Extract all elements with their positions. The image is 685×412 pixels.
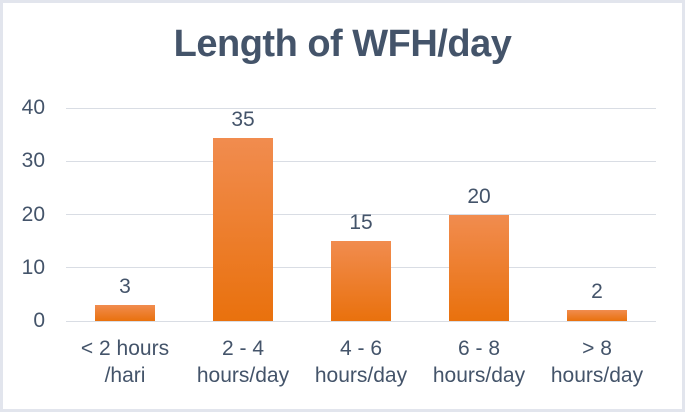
gridline (66, 107, 656, 109)
bar-series: 3 35 15 20 2 (66, 108, 656, 321)
gridline (66, 320, 656, 322)
bar-slot: 15 (302, 108, 420, 321)
y-tick-label: 30 (21, 149, 45, 173)
data-label: 35 (231, 108, 255, 131)
gridline (66, 214, 656, 215)
x-tick-label: 2 - 4 hours/day (196, 337, 290, 387)
bar-slot: 20 (420, 108, 538, 321)
x-tick-label: 6 - 8 hours/day (432, 337, 526, 387)
x-axis: < 2 hours /hari 2 - 4 hours/day 4 - 6 hour… (66, 335, 656, 389)
data-label: 15 (349, 211, 373, 235)
data-label: 2 (591, 280, 603, 304)
y-tick-label: 0 (33, 309, 45, 332)
y-tick-label: 10 (21, 255, 45, 279)
data-label: 3 (119, 275, 131, 299)
bar (331, 241, 391, 321)
x-tick-label: > 8 hours/day (550, 337, 644, 387)
x-tick-label: 4 - 6 hours/day (314, 337, 408, 387)
bar-slot: 2 (538, 108, 656, 321)
x-tick-label: < 2 hours /hari (80, 337, 170, 387)
bar-slot: 3 (66, 108, 184, 321)
y-tick-label: 20 (21, 202, 45, 226)
bar-slot: 35 (184, 108, 302, 321)
data-label: 20 (467, 184, 491, 208)
bar (567, 310, 627, 321)
bar (95, 305, 155, 321)
gridline (66, 160, 656, 162)
bar (213, 138, 273, 321)
y-tick-label: 40 (21, 96, 45, 119)
chart-title: Length of WFH/day (173, 23, 512, 65)
bar (449, 214, 509, 321)
y-axis: 0 10 20 30 40 (3, 96, 47, 332)
